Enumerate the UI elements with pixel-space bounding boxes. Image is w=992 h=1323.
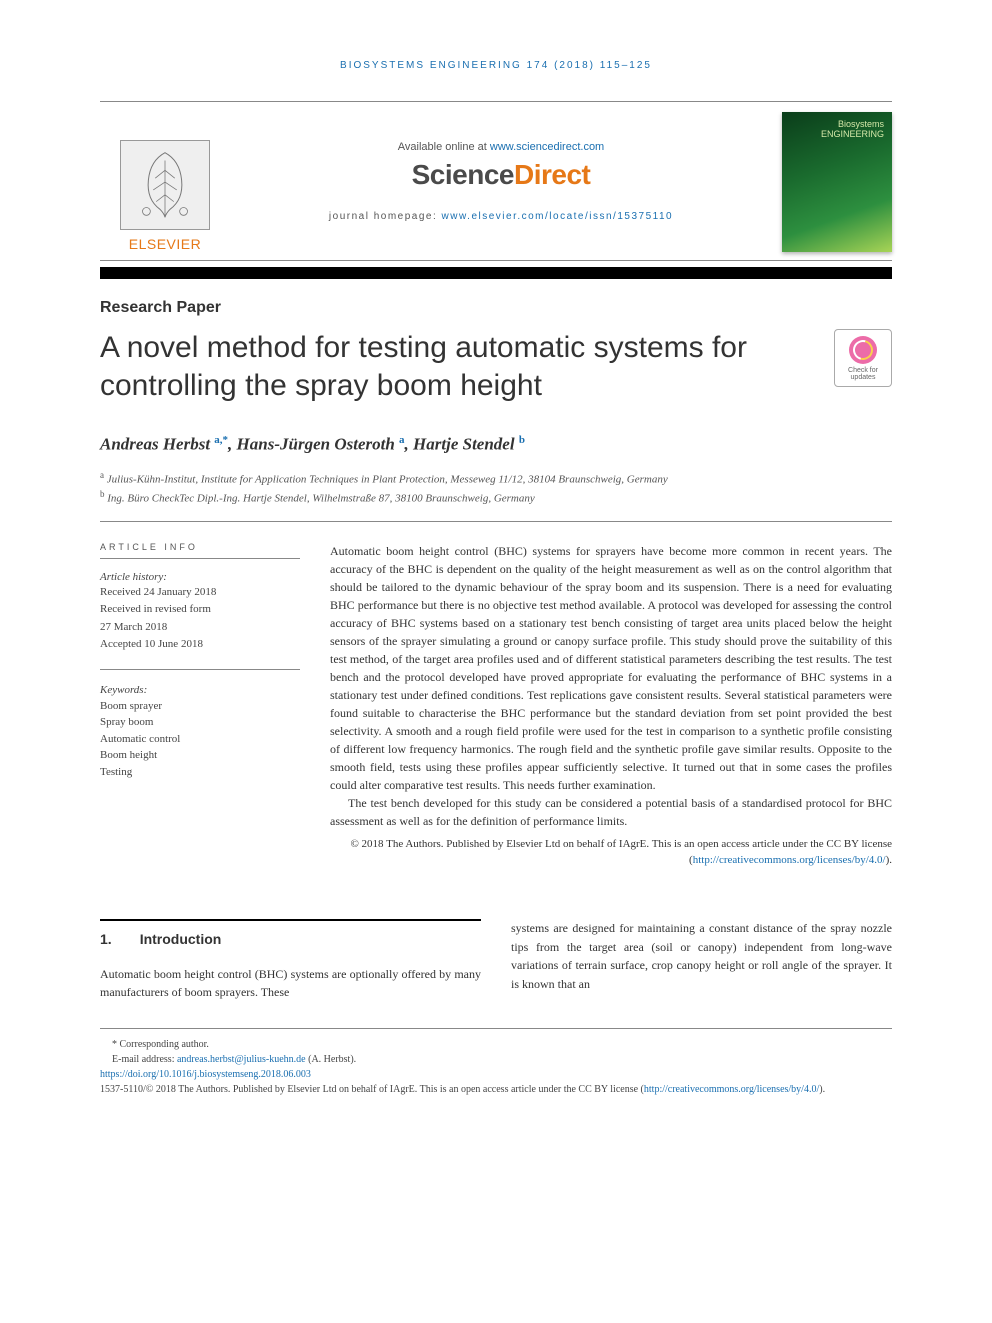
article-info-sidebar: ARTICLE INFO Article history: Received 2… — [100, 542, 300, 869]
header-black-rule — [100, 267, 892, 279]
issn-text: 1537-5110/© 2018 The Authors. Published … — [100, 1084, 644, 1095]
keyword: Boom height — [100, 747, 300, 764]
article-info-head: ARTICLE INFO — [100, 542, 300, 559]
running-head: BIOSYSTEMS ENGINEERING 174 (2018) 115–12… — [100, 60, 892, 71]
publisher-name: ELSEVIER — [129, 236, 201, 252]
doi-line: https://doi.org/10.1016/j.biosystemseng.… — [100, 1067, 892, 1082]
header-center: Available online at www.sciencedirect.co… — [230, 102, 772, 260]
crossmark-badge[interactable]: Check for updates — [834, 329, 892, 387]
intro-col2-text: systems are designed for maintaining a c… — [511, 919, 892, 993]
email-link[interactable]: andreas.herbst@julius-kuehn.de — [177, 1054, 306, 1065]
corresponding-author: * Corresponding author. — [100, 1037, 892, 1052]
email-label: E-mail address: — [112, 1054, 177, 1065]
email-who: (A. Herbst). — [306, 1054, 357, 1065]
abstract-p2: The test bench developed for this study … — [330, 794, 892, 830]
available-prefix: Available online at — [398, 141, 490, 153]
authors: Andreas Herbst a,*, Hans-Jürgen Osteroth… — [100, 434, 892, 455]
intro-col1-text: Automatic boom height control (BHC) syst… — [100, 965, 481, 1002]
article-title: A novel method for testing automatic sys… — [100, 329, 814, 404]
affiliations: a Julius-Kühn-Institut, Institute for Ap… — [100, 469, 892, 522]
crossmark-icon — [849, 336, 877, 364]
section-heading: 1. Introduction — [100, 919, 481, 951]
keywords-block: Keywords: Boom sprayerSpray boomAutomati… — [100, 684, 300, 781]
copyright-block: © 2018 The Authors. Published by Elsevie… — [330, 836, 892, 869]
sciencedirect-logo: ScienceDirect — [412, 159, 591, 191]
introduction-section: 1. Introduction Automatic boom height co… — [100, 919, 892, 1002]
journal-homepage: journal homepage: www.elsevier.com/locat… — [329, 211, 673, 222]
available-online: Available online at www.sciencedirect.co… — [398, 141, 604, 153]
keywords-label: Keywords: — [100, 684, 300, 696]
cc-close-footer: ). — [819, 1084, 825, 1095]
history-item: 27 March 2018 — [100, 620, 300, 635]
abstract-p1: Automatic boom height control (BHC) syst… — [330, 542, 892, 794]
homepage-link[interactable]: www.elsevier.com/locate/issn/15375110 — [442, 211, 674, 222]
section-number: 1. — [100, 929, 112, 951]
journal-cover-thumbnail: BiosystemsENGINEERING — [782, 112, 892, 252]
crossmark-label: Check for updates — [835, 367, 891, 381]
history-item: Accepted 10 June 2018 — [100, 637, 300, 652]
history-item: Received in revised form — [100, 602, 300, 617]
history-label: Article history: — [100, 571, 300, 583]
journal-header: ELSEVIER Available online at www.science… — [100, 101, 892, 261]
footnotes: * Corresponding author. E-mail address: … — [100, 1028, 892, 1097]
issn-copyright-line: 1537-5110/© 2018 The Authors. Published … — [100, 1082, 892, 1097]
keyword: Spray boom — [100, 714, 300, 731]
homepage-prefix: journal homepage: — [329, 211, 442, 222]
affiliation: a Julius-Kühn-Institut, Institute for Ap… — [100, 469, 892, 488]
doi-link[interactable]: https://doi.org/10.1016/j.biosystemseng.… — [100, 1069, 311, 1080]
cc-license-link[interactable]: http://creativecommons.org/licenses/by/4… — [693, 854, 886, 866]
affiliation: b Ing. Büro CheckTec Dipl.-Ing. Hartje S… — [100, 488, 892, 507]
elsevier-tree-icon — [120, 140, 210, 230]
cc-close: ). — [886, 854, 892, 866]
keyword: Automatic control — [100, 731, 300, 748]
article-history: Article history: Received 24 January 201… — [100, 571, 300, 670]
publisher-block: ELSEVIER — [100, 102, 230, 260]
journal-cover-title: BiosystemsENGINEERING — [821, 120, 884, 140]
keyword: Boom sprayer — [100, 698, 300, 715]
article-type: Research Paper — [100, 299, 892, 317]
email-line: E-mail address: andreas.herbst@julius-ku… — [100, 1052, 892, 1067]
cc-license-link-footer[interactable]: http://creativecommons.org/licenses/by/4… — [644, 1084, 819, 1095]
history-item: Received 24 January 2018 — [100, 585, 300, 600]
abstract: Automatic boom height control (BHC) syst… — [330, 542, 892, 869]
keyword: Testing — [100, 764, 300, 781]
section-title: Introduction — [140, 929, 222, 951]
sciencedirect-link[interactable]: www.sciencedirect.com — [490, 141, 604, 153]
